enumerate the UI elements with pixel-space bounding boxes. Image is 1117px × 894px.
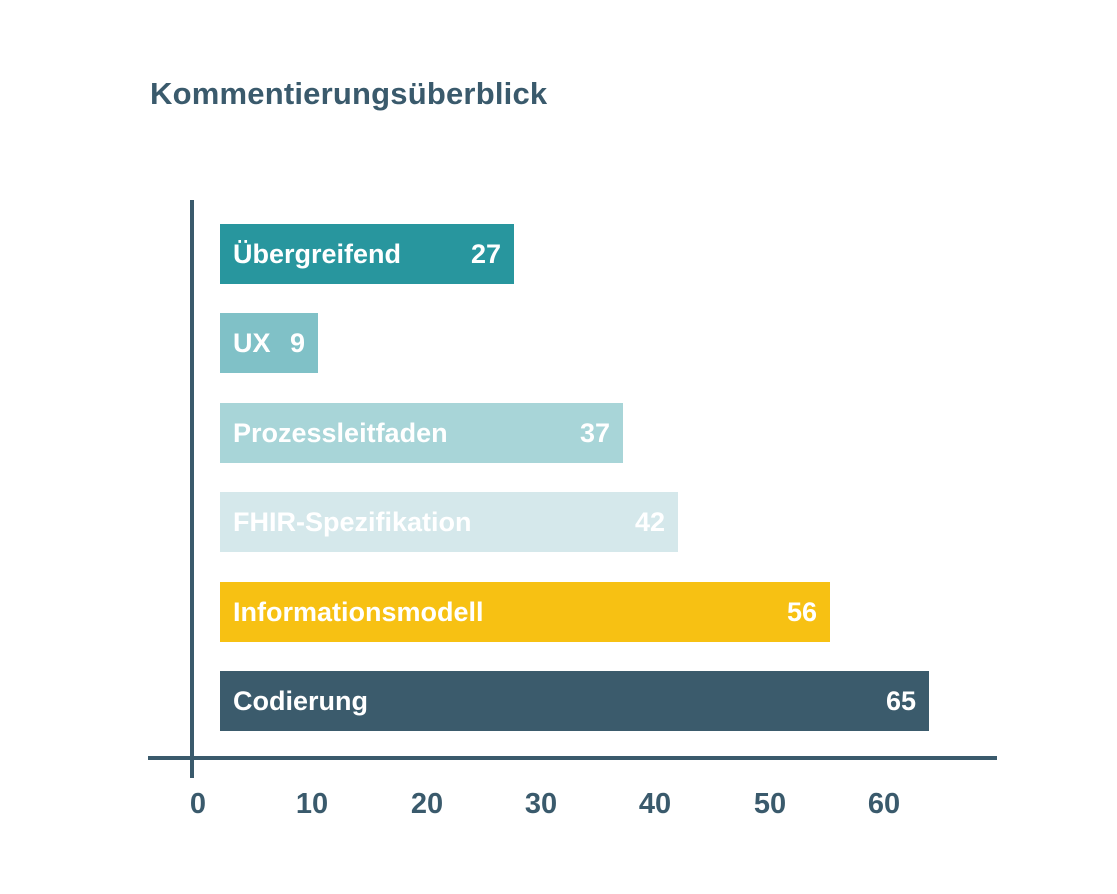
bar-prozessleitfaden: Prozessleitfaden 37 (220, 403, 623, 463)
bar-codierung: Codierung 65 (220, 671, 929, 731)
bar-value: 37 (579, 417, 610, 448)
bar-label: Informationsmodell (233, 596, 484, 627)
bar-label: Übergreifend (233, 238, 402, 269)
x-tick-50: 50 (753, 788, 787, 820)
x-tick-20: 20 (410, 788, 444, 820)
x-tick-10: 10 (295, 788, 329, 820)
bar-informationsmodell: Informationsmodell 56 (220, 582, 830, 642)
bar-value: 42 (634, 506, 665, 537)
bar-value: 56 (786, 596, 817, 627)
bar-value: 65 (885, 685, 916, 716)
x-axis-line (148, 756, 997, 760)
bar-label: Codierung (233, 685, 368, 716)
x-tick-0: 0 (189, 788, 207, 820)
x-tick-30: 30 (524, 788, 558, 820)
bar-label: Prozessleitfaden (233, 417, 448, 448)
bar-uebergreifend: Übergreifend 27 (220, 224, 514, 284)
bar-value: 9 (289, 327, 305, 358)
x-tick-40: 40 (638, 788, 672, 820)
bar-ux: UX 9 (220, 313, 318, 373)
bar-value: 27 (470, 238, 501, 269)
y-axis-line (190, 200, 194, 778)
bar-fhir-spezifikation: FHIR-Spezifikation 42 (220, 492, 678, 552)
chart-title: Kommentierungsüberblick (150, 76, 548, 111)
bar-label: FHIR-Spezifikation (233, 506, 472, 537)
x-tick-60: 60 (867, 788, 901, 820)
bar-label: UX (233, 327, 271, 358)
